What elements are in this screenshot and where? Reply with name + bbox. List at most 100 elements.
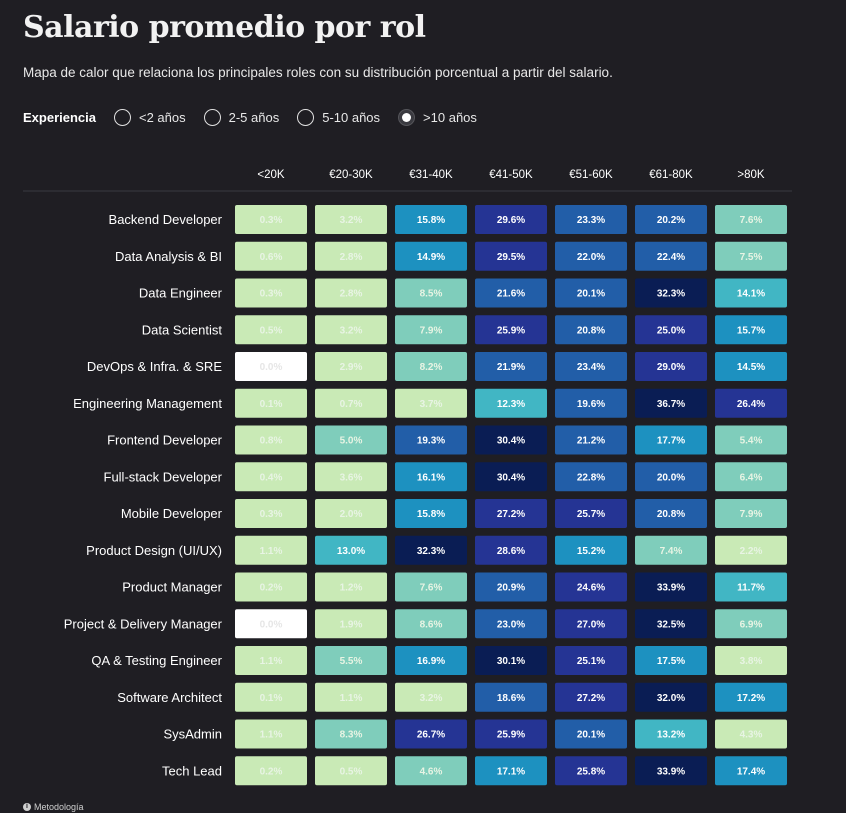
heatmap-cell[interactable] (395, 756, 467, 786)
heatmap-cell[interactable] (395, 352, 467, 381)
heatmap-cell[interactable] (475, 756, 547, 786)
heatmap-cell[interactable] (315, 241, 387, 271)
heatmap-cell[interactable] (555, 682, 627, 712)
radio-option-5-10[interactable]: 5-10 años (297, 108, 380, 126)
heatmap-cell[interactable] (395, 499, 467, 528)
heatmap-cell[interactable] (475, 352, 547, 381)
heatmap-cell[interactable] (635, 241, 707, 271)
heatmap-cell[interactable] (555, 719, 627, 749)
heatmap-cell[interactable] (315, 572, 387, 602)
heatmap-cell[interactable] (555, 462, 627, 492)
heatmap-cell[interactable] (475, 535, 547, 565)
heatmap-cell[interactable] (635, 278, 707, 308)
heatmap-cell[interactable] (635, 535, 707, 565)
heatmap-cell[interactable] (315, 388, 387, 418)
heatmap-cell[interactable] (315, 609, 387, 639)
heatmap-cell[interactable] (555, 205, 627, 234)
heatmap-cell[interactable] (475, 315, 547, 345)
heatmap-cell[interactable] (235, 535, 307, 565)
heatmap-cell[interactable] (395, 205, 467, 234)
heatmap-cell[interactable] (715, 719, 787, 749)
heatmap-cell[interactable] (715, 462, 787, 492)
heatmap-cell[interactable] (395, 682, 467, 712)
heatmap-cell[interactable] (395, 241, 467, 271)
heatmap-cell[interactable] (395, 572, 467, 602)
heatmap-cell[interactable] (555, 646, 627, 675)
heatmap-cell[interactable] (715, 388, 787, 418)
heatmap-cell[interactable] (635, 646, 707, 675)
heatmap-cell[interactable] (635, 388, 707, 418)
heatmap-cell[interactable] (715, 609, 787, 639)
heatmap-cell[interactable] (315, 719, 387, 749)
heatmap-cell[interactable] (635, 682, 707, 712)
radio-button-selected-icon[interactable] (398, 108, 416, 126)
heatmap-cell[interactable] (395, 388, 467, 418)
radio-option-gt10[interactable]: >10 años (398, 108, 477, 126)
heatmap-cell[interactable] (555, 535, 627, 565)
heatmap-cell[interactable] (475, 719, 547, 749)
heatmap-cell[interactable] (315, 646, 387, 675)
heatmap-cell[interactable] (635, 425, 707, 455)
heatmap-cell[interactable] (635, 352, 707, 381)
heatmap-cell[interactable] (475, 388, 547, 418)
heatmap-cell[interactable] (235, 352, 307, 381)
heatmap-cell[interactable] (235, 572, 307, 602)
heatmap-cell[interactable] (315, 425, 387, 455)
heatmap-cell[interactable] (235, 241, 307, 271)
heatmap-cell[interactable] (635, 609, 707, 639)
heatmap-cell[interactable] (555, 756, 627, 786)
heatmap-cell[interactable] (475, 425, 547, 455)
heatmap-cell[interactable] (635, 572, 707, 602)
heatmap-cell[interactable] (315, 315, 387, 345)
radio-option-lt2[interactable]: <2 años (114, 108, 186, 126)
radio-button-icon[interactable] (203, 108, 221, 126)
heatmap-cell[interactable] (635, 315, 707, 345)
methodology-link[interactable]: i Metodología (23, 802, 84, 812)
heatmap-cell[interactable] (475, 278, 547, 308)
heatmap-cell[interactable] (315, 682, 387, 712)
heatmap-cell[interactable] (235, 499, 307, 528)
heatmap-cell[interactable] (235, 609, 307, 639)
heatmap-cell[interactable] (475, 241, 547, 271)
heatmap-cell[interactable] (395, 462, 467, 492)
heatmap-cell[interactable] (315, 278, 387, 308)
heatmap-cell[interactable] (235, 278, 307, 308)
heatmap-cell[interactable] (555, 278, 627, 308)
heatmap-cell[interactable] (555, 425, 627, 455)
heatmap-cell[interactable] (715, 756, 787, 786)
heatmap-cell[interactable] (235, 756, 307, 786)
heatmap-cell[interactable] (475, 462, 547, 492)
heatmap-cell[interactable] (235, 205, 307, 234)
heatmap-cell[interactable] (555, 609, 627, 639)
heatmap-cell[interactable] (715, 278, 787, 308)
heatmap-cell[interactable] (715, 572, 787, 602)
heatmap-cell[interactable] (715, 315, 787, 345)
radio-option-2-5[interactable]: 2-5 años (203, 108, 279, 126)
heatmap-cell[interactable] (715, 646, 787, 675)
heatmap-cell[interactable] (235, 388, 307, 418)
heatmap-cell[interactable] (395, 719, 467, 749)
heatmap-cell[interactable] (235, 719, 307, 749)
heatmap-cell[interactable] (235, 646, 307, 675)
heatmap-cell[interactable] (475, 646, 547, 675)
heatmap-cell[interactable] (315, 352, 387, 381)
radio-button-icon[interactable] (297, 108, 315, 126)
heatmap-cell[interactable] (715, 205, 787, 234)
heatmap-cell[interactable] (635, 756, 707, 786)
heatmap-cell[interactable] (315, 756, 387, 786)
heatmap-cell[interactable] (635, 205, 707, 234)
heatmap-cell[interactable] (475, 205, 547, 234)
heatmap-cell[interactable] (475, 682, 547, 712)
heatmap-cell[interactable] (395, 315, 467, 345)
heatmap-cell[interactable] (315, 535, 387, 565)
heatmap-cell[interactable] (315, 462, 387, 492)
heatmap-cell[interactable] (635, 499, 707, 528)
heatmap-cell[interactable] (635, 462, 707, 492)
heatmap-cell[interactable] (395, 609, 467, 639)
heatmap-cell[interactable] (555, 315, 627, 345)
heatmap-cell[interactable] (635, 719, 707, 749)
heatmap-cell[interactable] (555, 388, 627, 418)
heatmap-cell[interactable] (475, 572, 547, 602)
heatmap-cell[interactable] (235, 425, 307, 455)
heatmap-cell[interactable] (475, 609, 547, 639)
